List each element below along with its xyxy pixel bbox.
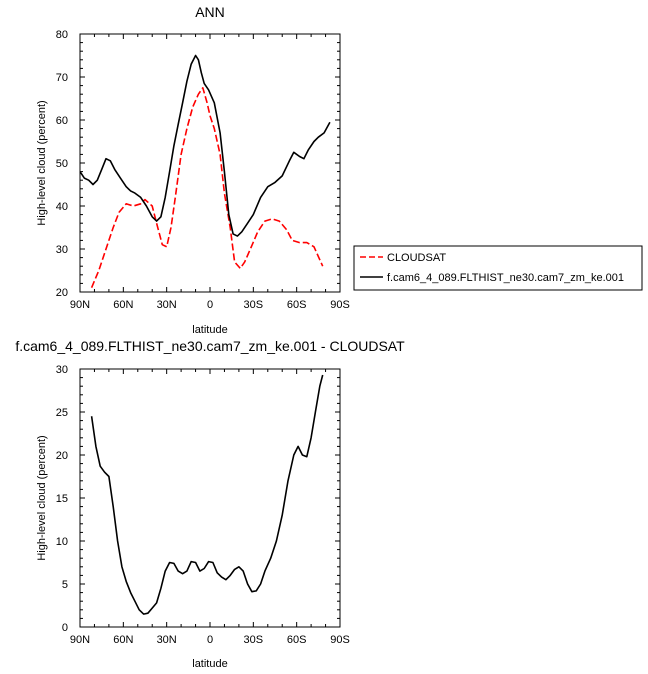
bottom-xtick-label: 90N (70, 634, 90, 646)
bottom-axis-ticks: 90N 60N 30N 0 30S 60S 90S 0 5 10 15 20 25 30 (56, 364, 350, 646)
top-plot-frame (79, 33, 341, 293)
bottom-x-axis-label: latitude (192, 658, 227, 670)
bottom-ytick-label: 15 (56, 493, 68, 505)
legend: CLOUDSAT f.cam6_4_089.FLTHIST_ne30.cam7_… (353, 245, 643, 291)
top-y-axis-label: High-level cloud (percent) (36, 100, 48, 225)
bottom-ytick-label: 25 (56, 407, 68, 419)
top-ytick-label: 50 (56, 158, 68, 170)
bottom-xtick-label: 60S (287, 634, 307, 646)
top-series-line-1 (79, 54, 331, 237)
top-x-axis-label: latitude (192, 324, 227, 336)
bottom-xtick-label: 90S (330, 634, 350, 646)
bottom-xtick-label: 30S (244, 634, 264, 646)
top-ytick-label: 40 (56, 201, 68, 213)
top-axis-ticks: 90N 60N 30N 0 30S 60S 90S 20 30 40 50 60 70 80 (56, 29, 350, 311)
top-series-layer (79, 54, 331, 289)
bottom-ytick-label: 10 (56, 536, 68, 548)
bottom-xtick-label: 30N (157, 634, 177, 646)
legend-label-cloudsat: CLOUDSAT (387, 252, 446, 264)
top-xtick-label: 0 (207, 299, 213, 311)
bottom-xtick-label: 0 (207, 634, 213, 646)
top-xtick-label: 30N (157, 299, 177, 311)
bottom-ytick-label: 0 (62, 622, 68, 634)
legend-box (353, 245, 643, 291)
bottom-chart-title: f.cam6_4_089.FLTHIST_ne30.cam7_zm_ke.001… (15, 338, 405, 354)
top-chart: ANN 90N 60N 30N 0 30S 60S 90S 20 30 40 50 60 70 80 la… (36, 4, 350, 336)
top-ytick-label: 60 (56, 115, 68, 127)
bottom-plot-frame (79, 368, 341, 628)
top-ytick-label: 30 (56, 244, 68, 256)
top-xtick-label: 60S (287, 299, 307, 311)
top-xtick-label: 90N (70, 299, 90, 311)
top-xtick-label: 90S (330, 299, 350, 311)
top-ytick-label: 70 (56, 72, 68, 84)
bottom-series-layer (90, 374, 324, 615)
bottom-ytick-label: 20 (56, 450, 68, 462)
top-series-line-0 (90, 87, 324, 289)
top-xtick-label: 60N (113, 299, 133, 311)
bottom-y-axis-label: High-level cloud (percent) (36, 435, 48, 560)
top-ytick-label: 20 (56, 287, 68, 299)
top-ytick-label: 80 (56, 29, 68, 41)
top-xtick-label: 30S (244, 299, 264, 311)
legend-label-model: f.cam6_4_089.FLTHIST_ne30.cam7_zm_ke.001 (387, 272, 624, 284)
bottom-xtick-label: 60N (113, 634, 133, 646)
bottom-ytick-label: 5 (62, 579, 68, 591)
bottom-ytick-label: 30 (56, 364, 68, 376)
bottom-series-line-0 (90, 374, 324, 615)
top-chart-title: ANN (195, 4, 225, 20)
bottom-chart: f.cam6_4_089.FLTHIST_ne30.cam7_zm_ke.001… (15, 338, 405, 670)
